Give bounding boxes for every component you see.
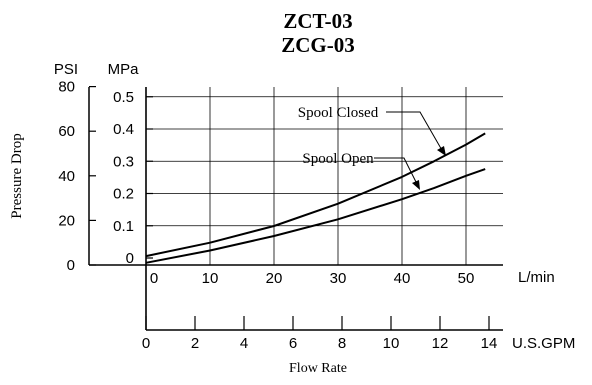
lmin-tick-label: 30	[330, 270, 347, 287]
gpm-tick-label: 8	[338, 335, 346, 352]
series-line-spool-closed	[145, 132, 486, 258]
gpm-tick-label: 0	[142, 335, 150, 352]
gpm-tick-label: 4	[240, 335, 248, 352]
y-axis-title: Pressure Drop	[9, 133, 25, 218]
mpa-unit-label: MPa	[108, 61, 140, 78]
axes	[88, 87, 503, 331]
x-axis-title: Flow Rate	[289, 361, 347, 376]
chart-subtitle: ZCG-03	[281, 33, 355, 57]
lmin-tick-label: 10	[202, 270, 219, 287]
lmin-tick-label: 40	[394, 270, 411, 287]
lmin-tick-label: 20	[266, 270, 283, 287]
gpm-unit-label: U.S.GPM	[512, 335, 575, 352]
mpa-tick-label: 0.3	[113, 153, 134, 170]
arrowhead-spool-open	[412, 180, 420, 190]
leader-spool-open	[374, 157, 419, 187]
lmin-tick-label: 50	[458, 270, 475, 287]
psi-tick-label: 60	[58, 123, 75, 140]
series-line-spool-open	[145, 168, 486, 264]
leader-spool-closed	[386, 111, 444, 153]
series-label-spool-open: Spool Open	[302, 151, 374, 167]
mpa-tick-label: 0.1	[113, 218, 134, 235]
psi-tick-label: 40	[58, 168, 75, 185]
psi-unit-label: PSI	[54, 61, 78, 78]
ticks: 0 20 40 60 80 0 0.1 0.2 0.3 0.4 0.5 0 10 20 30 40 50 0 2 4 6…	[58, 79, 497, 352]
psi-tick-label: 80	[58, 79, 75, 96]
mpa-tick-label: 0.2	[113, 186, 134, 203]
series-label-spool-closed: Spool Closed	[298, 105, 379, 121]
gpm-tick-label: 2	[191, 335, 199, 352]
lmin-tick-label: 0	[150, 270, 158, 287]
gpm-tick-label: 6	[289, 335, 297, 352]
mpa-tick-label: 0.4	[113, 121, 134, 138]
chart-title: ZCT-03	[283, 9, 352, 33]
gpm-tick-label: 12	[432, 335, 449, 352]
gpm-tick-label: 14	[481, 335, 498, 352]
psi-tick-label: 20	[58, 212, 75, 229]
mpa-tick-label: 0	[126, 250, 134, 267]
gpm-tick-label: 10	[383, 335, 400, 352]
series	[145, 132, 486, 264]
psi-tick-label: 0	[67, 257, 75, 274]
mpa-tick-label: 0.5	[113, 89, 134, 106]
arrowhead-spool-closed	[437, 146, 446, 156]
lmin-unit-label: L/min	[518, 269, 555, 286]
